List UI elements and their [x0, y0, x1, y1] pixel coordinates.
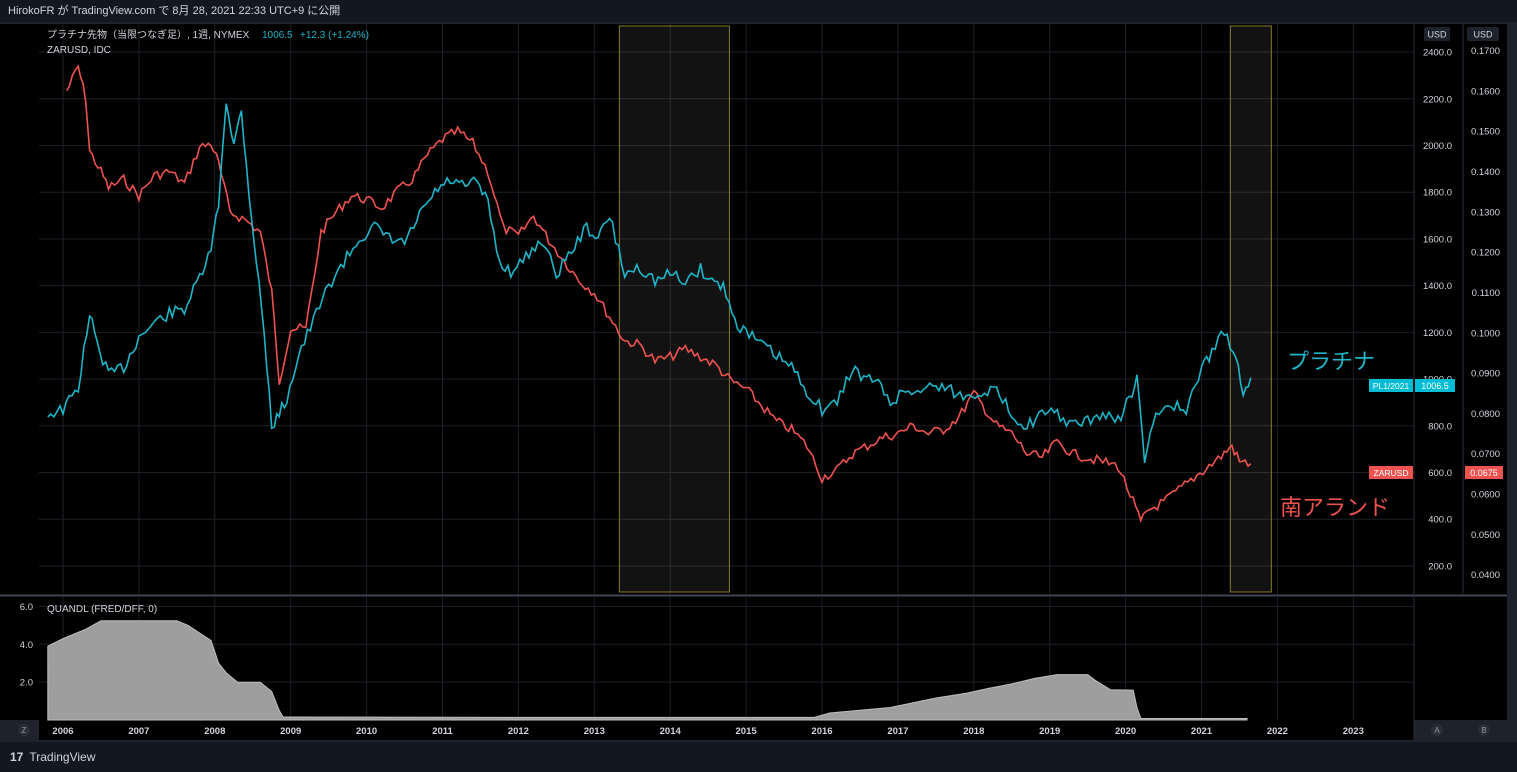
time-tick: 2008: [204, 726, 225, 737]
legend-platinum-change: +12.3 (+1.24%): [300, 30, 369, 41]
price-tick-left: 1600.0: [1423, 234, 1452, 245]
price-tick-left: 400.0: [1428, 515, 1452, 526]
highlight-rectangles[interactable]: [618, 25, 1272, 593]
left-scale-unit-button[interactable]: [1424, 27, 1450, 41]
time-tick: 2014: [660, 726, 682, 737]
time-tick: 2023: [1343, 726, 1364, 737]
dff-tick: 6.0: [20, 602, 33, 613]
price-tick-right: 0.1300: [1471, 207, 1500, 218]
legend-platinum-name[interactable]: プラチナ先物（当限つなぎ足）, 1週, NYMEX: [47, 28, 250, 41]
legend-zar-name[interactable]: ZARUSD, IDC: [47, 45, 111, 56]
price-tick-right: 0.1000: [1471, 328, 1500, 339]
dff-tick: 4.0: [20, 640, 33, 651]
time-tick: 2013: [584, 726, 605, 737]
price-tick-right: 0.0600: [1471, 490, 1500, 501]
zoom-reset-button[interactable]: [18, 724, 30, 736]
legend-platinum-value: 1006.5: [262, 30, 293, 41]
main-left-gutter: [0, 24, 39, 594]
time-tick: 2017: [887, 726, 908, 737]
zoom-reset-label: Z: [22, 726, 27, 735]
series-zar-line: [66, 64, 1252, 524]
time-tick: 2022: [1267, 726, 1288, 737]
time-tick: 2010: [356, 726, 377, 737]
time-tick: 2019: [1039, 726, 1060, 737]
time-tick: 2016: [811, 726, 832, 737]
series-lines: [47, 64, 1252, 524]
left-price-scale[interactable]: [1414, 24, 1463, 594]
dff-ticks: 6.0 4.0 2.0: [20, 602, 33, 689]
dff-area: [47, 620, 1248, 721]
price-tick-right: 0.1100: [1472, 288, 1500, 299]
series-platinum-line: [47, 103, 1252, 463]
price-tick-left: 2200.0: [1423, 94, 1452, 105]
time-tick: 2015: [736, 726, 758, 737]
price-tick-left: 2000.0: [1423, 141, 1452, 152]
auto-scale-button[interactable]: [1431, 724, 1443, 736]
tag-zar-name-box: [1369, 466, 1413, 479]
tag-zar-value-box: [1465, 466, 1503, 479]
price-tick-right: 0.1400: [1471, 167, 1500, 178]
tradingview-logo-icon[interactable]: 17: [10, 750, 24, 764]
highlight-rectangle: [1229, 25, 1272, 593]
dff-area-fill: [47, 620, 1248, 721]
time-ticks: 2006 2007 2008 2009 2010 2011 2012 2013 2014 2015…: [52, 726, 1363, 737]
right-scale-unit-button[interactable]: [1467, 27, 1499, 41]
time-tick: 2018: [963, 726, 984, 737]
price-ticks-right: 0.1700 0.1600 0.1500 0.1400 0.1300 0.1200 0.11…: [1471, 46, 1500, 581]
highlight-rectangle: [618, 25, 730, 593]
main-pane: [39, 24, 1414, 594]
footer-bar: 17 TradingView: [0, 742, 1517, 772]
price-tick-left: 1200.0: [1423, 328, 1452, 339]
price-tick-right: 0.0400: [1471, 570, 1500, 581]
time-tick: 2012: [508, 726, 529, 737]
price-tick-right: 0.1500: [1471, 127, 1500, 138]
footer-brand[interactable]: TradingView: [29, 750, 96, 764]
tag-platinum-name: PL1/2021: [1373, 381, 1410, 391]
left-scale-unit: USD: [1427, 30, 1447, 40]
scale-b-button[interactable]: [1478, 724, 1490, 736]
label-platinum: プラチナ: [1287, 349, 1375, 374]
price-tick-right: 0.0800: [1471, 409, 1500, 420]
price-tick-left: 1800.0: [1423, 188, 1452, 199]
price-tick-right: 0.1200: [1471, 248, 1500, 259]
time-tick: 2006: [52, 726, 73, 737]
price-tick-right: 0.0700: [1471, 449, 1500, 460]
price-tick-right: 0.1700: [1471, 46, 1500, 57]
price-tick-left: 600.0: [1428, 468, 1452, 479]
legend-dff[interactable]: QUANDL (FRED/DFF, 0): [47, 604, 157, 615]
price-tick-left: 200.0: [1428, 561, 1452, 572]
right-price-scale[interactable]: [1463, 24, 1507, 594]
dff-tick: 2.0: [20, 678, 33, 689]
tag-zar-name: ZARUSD: [1374, 468, 1409, 478]
price-tick-right: 0.0500: [1471, 530, 1500, 541]
tag-zar-value: 0.0675: [1470, 468, 1498, 478]
auto-scale-label: A: [1434, 726, 1440, 735]
tag-platinum-value-box: [1415, 379, 1455, 392]
lower-price-scale[interactable]: [1414, 597, 1507, 720]
price-tick-right: 0.1600: [1471, 86, 1500, 97]
tag-platinum-value: 1006.5: [1421, 381, 1449, 391]
label-zar: 南アランド: [1280, 495, 1390, 520]
time-tick: 2021: [1191, 726, 1213, 737]
price-tick-left: 2400.0: [1423, 48, 1452, 59]
time-tick: 2011: [432, 726, 453, 737]
lower-left-gutter: [0, 597, 39, 720]
time-tick: 2007: [128, 726, 149, 737]
time-tick: 2009: [280, 726, 301, 737]
price-tick-right: 0.0900: [1471, 369, 1500, 380]
price-tick-left: 1400.0: [1423, 281, 1452, 292]
tag-platinum-name-box: [1369, 379, 1413, 392]
time-axis[interactable]: [39, 720, 1414, 740]
scale-b-label: B: [1481, 726, 1486, 735]
price-tick-left: 800.0: [1428, 421, 1452, 432]
time-tick: 2020: [1115, 726, 1136, 737]
publish-info-bar: HirokoFR が TradingView.com で 8月 28, 2021…: [0, 0, 1517, 22]
right-scale-unit: USD: [1473, 30, 1493, 40]
chart-area[interactable]: 2400.0 2200.0 2000.0 1800.0 1600.0 1400.0 1200…: [0, 22, 1517, 742]
